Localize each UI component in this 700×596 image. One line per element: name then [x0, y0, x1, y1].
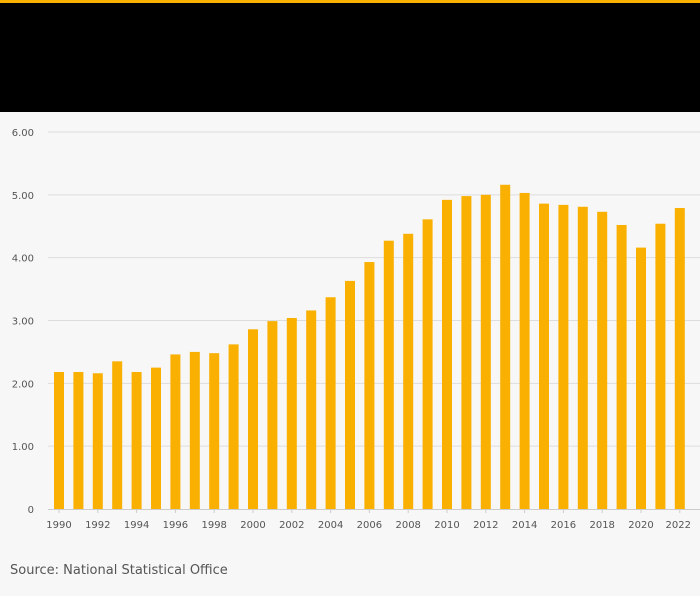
header-band: [0, 3, 700, 112]
bar-1991: [73, 372, 84, 509]
x-tick-label: 2000: [240, 520, 265, 531]
y-tick-label: 4.00: [12, 254, 34, 265]
bar-1992: [92, 373, 103, 509]
x-tick-label: 2018: [589, 520, 614, 531]
bar-2004: [325, 297, 336, 509]
bar-2009: [422, 219, 433, 509]
bar-2008: [403, 233, 414, 509]
y-tick-label: 3.00: [12, 317, 34, 328]
y-tick-label: 5.00: [12, 191, 34, 202]
bar-2019: [616, 224, 627, 509]
bar-1997: [189, 351, 200, 509]
x-tick-label: 2020: [628, 520, 653, 531]
bar-2013: [500, 184, 511, 509]
bar-2006: [364, 262, 375, 509]
top-accent-strip: [0, 0, 700, 3]
y-tick-label: 2.00: [12, 379, 34, 390]
bar-2015: [539, 203, 549, 509]
y-axis-ticks: 0 1.00 2.00 3.00 4.00 5.00 6.00: [12, 128, 34, 516]
x-tick-label: 2010: [434, 520, 459, 531]
x-tick-label: 2022: [666, 520, 691, 531]
x-tick-label: 1994: [124, 520, 149, 531]
bar-1999: [228, 344, 239, 509]
x-tick-label: 2014: [512, 520, 537, 531]
bar-2007: [383, 240, 394, 509]
x-tick-label: 2008: [395, 520, 420, 531]
bar-2021: [655, 223, 666, 509]
bar-1996: [170, 354, 181, 509]
bar-1998: [209, 353, 220, 509]
bar-1994: [131, 372, 142, 509]
bar-2001: [267, 321, 278, 509]
bar-2000: [248, 329, 258, 509]
bar-1990: [54, 372, 64, 509]
bar-2012: [480, 194, 491, 509]
x-tick-label: 1992: [85, 520, 110, 531]
chart-area: 0 1.00 2.00 3.00 4.00 5.00 6.00 1990 1992 1994 19…: [0, 112, 700, 552]
source-note: Source: National Statistical Office: [10, 563, 228, 578]
bar-1995: [151, 367, 161, 510]
bar-2018: [597, 211, 608, 510]
bar-2003: [306, 310, 317, 509]
bar-2005: [345, 280, 355, 509]
y-tick-label: 0: [28, 505, 34, 516]
x-tick-label: 2016: [551, 520, 576, 531]
x-axis-ticks: 1990 1992 1994 1996 1998 2000 2002 2004 2006 2008…: [46, 509, 691, 531]
bar-chart: 01.002.003.004.005.006.00 1990 1992 1994 19…: [12, 128, 700, 531]
y-tick-label: 6.00: [12, 128, 34, 139]
bar-2002: [286, 317, 297, 509]
bar-2016: [558, 204, 569, 509]
bar-2011: [461, 196, 472, 509]
x-tick-label: 1990: [46, 520, 71, 531]
x-tick-label: 2006: [357, 520, 382, 531]
gridlines: [48, 131, 700, 510]
bar-2017: [577, 206, 588, 509]
x-tick-label: 1996: [163, 520, 188, 531]
x-tick-label: 1998: [201, 520, 226, 531]
bar-2010: [442, 199, 452, 510]
y-tick-label: 1.00: [12, 442, 34, 453]
bar-2014: [519, 192, 530, 509]
bar-1993: [112, 361, 123, 509]
bars: [54, 184, 685, 510]
x-tick-label: 2012: [473, 520, 498, 531]
bar-2020: [636, 247, 646, 510]
bar-2022: [674, 208, 685, 509]
x-tick-label: 2002: [279, 520, 304, 531]
x-tick-label: 2004: [318, 520, 343, 531]
